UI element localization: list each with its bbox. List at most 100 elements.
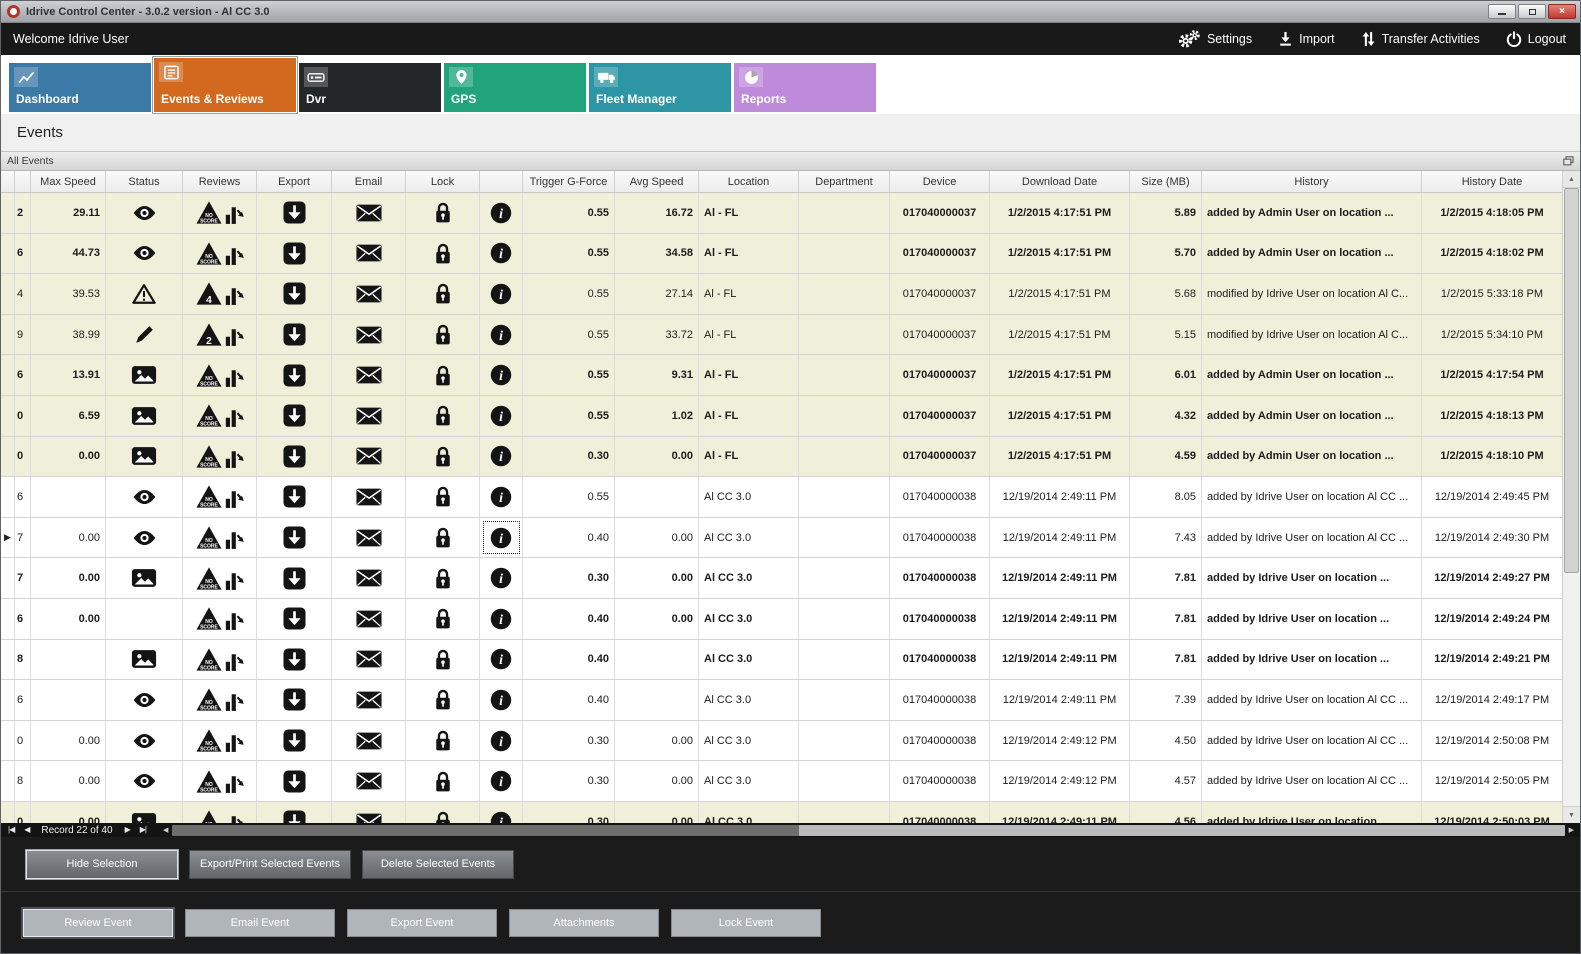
export-icon[interactable]	[282, 404, 306, 427]
cell-lock[interactable]	[406, 314, 480, 355]
export-icon[interactable]	[282, 201, 306, 224]
export-icon[interactable]	[282, 323, 306, 346]
cell-info[interactable]: i	[480, 436, 523, 477]
cell-status[interactable]	[106, 314, 183, 355]
export-icon[interactable]	[282, 526, 306, 549]
cell-lock[interactable]	[406, 761, 480, 801]
topbar-action-transfer-activities[interactable]: Transfer Activities	[1361, 31, 1480, 47]
restore-window-icon[interactable]	[1563, 156, 1574, 166]
email-icon[interactable]	[355, 691, 382, 709]
info-icon[interactable]: i	[490, 527, 512, 549]
table-row[interactable]: 0 0.00 NO SCORE i 0.30 0.00 Al - FL 017040000037…	[1, 436, 1562, 478]
cell-info[interactable]: i	[480, 680, 523, 720]
horizontal-scroll-track[interactable]	[172, 824, 1565, 836]
tab-gps[interactable]: GPS	[444, 63, 586, 112]
cell-email[interactable]	[332, 558, 406, 598]
cell-status[interactable]	[106, 193, 183, 233]
column-header-lock[interactable]: Lock	[406, 171, 480, 192]
cell-status[interactable]	[106, 720, 183, 761]
cell-lock[interactable]	[406, 436, 480, 477]
topbar-action-settings[interactable]: Settings	[1176, 29, 1252, 49]
horizontal-scroll-thumb[interactable]	[798, 824, 1565, 836]
table-row[interactable]: 2 29.11 NO SCORE i 0.55 16.72 Al - FL 0170400000…	[1, 193, 1562, 234]
tab-fleet-manager[interactable]: Fleet Manager	[589, 63, 731, 112]
cell-lock[interactable]	[406, 558, 480, 598]
tab-reports[interactable]: Reports	[734, 63, 876, 112]
export-icon[interactable]	[282, 729, 306, 752]
cell-info[interactable]: i	[480, 761, 523, 801]
export-icon[interactable]	[282, 282, 306, 306]
scroll-left-icon[interactable]: ◀	[162, 827, 169, 834]
cell-export[interactable]	[257, 639, 332, 680]
email-icon[interactable]	[355, 529, 382, 547]
cell-export[interactable]	[257, 274, 332, 314]
cell-email[interactable]	[332, 598, 406, 639]
warning-icon[interactable]	[132, 283, 156, 305]
cell-lock[interactable]	[406, 395, 480, 436]
cell-lock[interactable]	[406, 274, 480, 314]
export-icon[interactable]	[282, 445, 306, 468]
cell-email[interactable]	[332, 801, 406, 823]
cell-status[interactable]	[106, 517, 183, 558]
table-row[interactable]: 8 0.00 NO SCORE i 0.30 0.00 Al CC 3.0 0170400000…	[1, 761, 1562, 802]
column-header-export[interactable]: Export	[257, 171, 332, 192]
cell-export[interactable]	[257, 314, 332, 355]
cell-info[interactable]: i	[480, 801, 523, 823]
export-icon[interactable]	[282, 567, 306, 590]
eye-icon[interactable]	[131, 245, 158, 261]
table-row[interactable]: 6 44.73 NO SCORE i 0.55 34.58 Al - FL 0170400000…	[1, 233, 1562, 275]
cell-status[interactable]	[106, 761, 183, 801]
lock-icon[interactable]	[434, 364, 452, 387]
eye-icon[interactable]	[131, 489, 158, 505]
cell-lock[interactable]	[406, 801, 480, 823]
first-record-button[interactable]: |◀	[8, 825, 15, 834]
table-row[interactable]: 6 13.91 NO SCORE i 0.55 9.31 Al - FL 01704000003…	[1, 355, 1562, 396]
lock-icon[interactable]	[434, 770, 452, 793]
cell-email[interactable]	[332, 517, 406, 558]
lock-icon[interactable]	[434, 810, 452, 823]
scroll-down-icon[interactable]: ▼	[1563, 806, 1580, 823]
export-icon[interactable]	[282, 242, 306, 265]
cell-email[interactable]	[332, 720, 406, 761]
photo-icon[interactable]	[131, 365, 157, 385]
cell-lock[interactable]	[406, 477, 480, 517]
tab-dvr[interactable]: Dvr	[299, 63, 441, 112]
topbar-action-logout[interactable]: Logout	[1506, 31, 1566, 47]
export-event-button[interactable]: Export Event	[347, 908, 497, 937]
cell-status[interactable]	[106, 436, 183, 477]
cell-status[interactable]	[106, 639, 183, 680]
export-icon[interactable]	[282, 688, 306, 711]
cell-info[interactable]: i	[480, 639, 523, 680]
info-icon[interactable]: i	[490, 648, 512, 670]
email-icon[interactable]	[355, 407, 382, 425]
column-header-status[interactable]: Status	[106, 171, 183, 192]
scroll-up-icon[interactable]: ▲	[1563, 171, 1580, 188]
delete-selected-events-button[interactable]: Delete Selected Events	[362, 849, 515, 879]
hide-selection-button[interactable]: Hide Selection	[26, 849, 178, 879]
lock-icon[interactable]	[434, 242, 452, 265]
cell-status[interactable]	[106, 233, 183, 274]
cell-lock[interactable]	[406, 355, 480, 395]
cell-lock[interactable]	[406, 517, 480, 558]
lock-icon[interactable]	[434, 485, 452, 508]
cell-export[interactable]	[257, 193, 332, 233]
pencil-icon[interactable]	[134, 324, 155, 345]
email-icon[interactable]	[355, 366, 382, 384]
lock-event-button[interactable]: Lock Event	[671, 908, 821, 937]
info-icon[interactable]: i	[490, 202, 512, 224]
column-header-reviews[interactable]: Reviews	[183, 171, 257, 192]
attachments-button[interactable]: Attachments	[509, 908, 659, 937]
photo-icon[interactable]	[131, 649, 157, 669]
lock-icon[interactable]	[434, 282, 452, 305]
email-icon[interactable]	[355, 813, 382, 823]
maximize-button[interactable]	[1518, 4, 1546, 19]
column-header-avg_speed[interactable]: Avg Speed	[615, 171, 699, 192]
